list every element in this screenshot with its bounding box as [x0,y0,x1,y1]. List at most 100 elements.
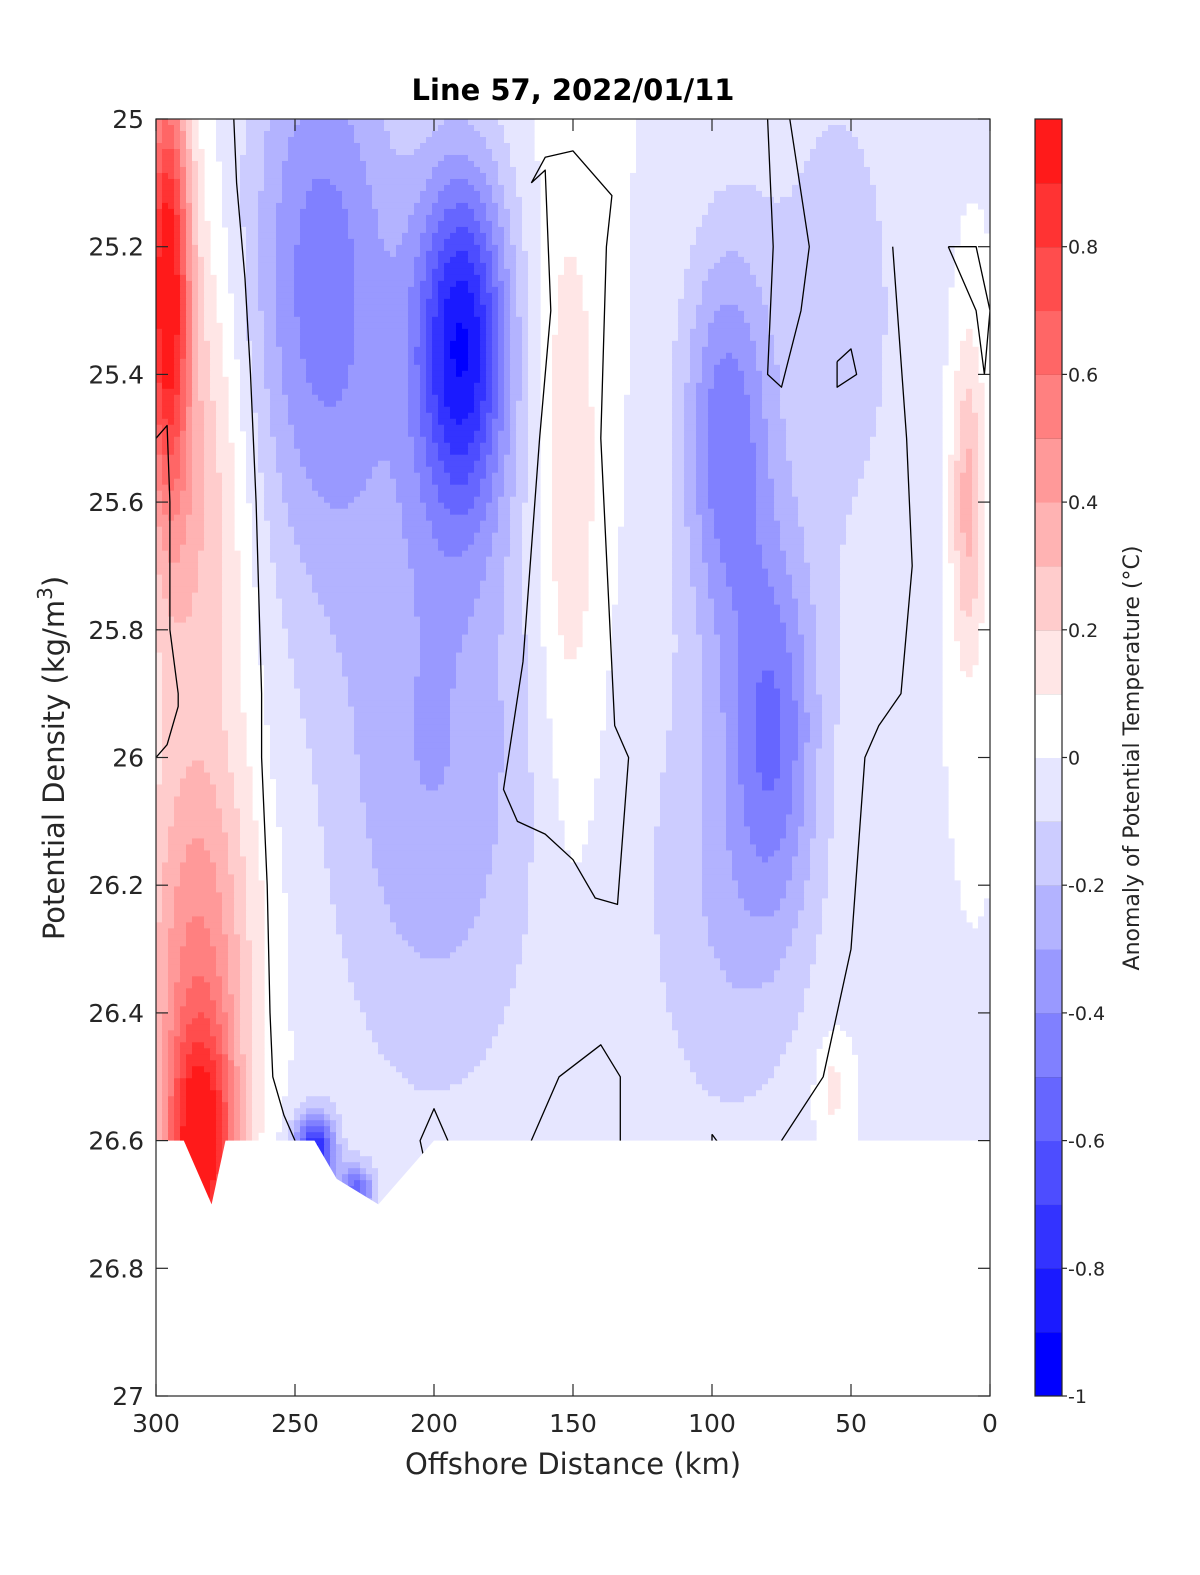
field-cell [246,280,259,288]
field-cell [186,244,193,252]
field-cell [498,442,511,450]
field-cell [498,634,529,642]
field-cell [246,1132,253,1139]
field-cell [876,430,943,438]
field-cell [198,334,205,342]
field-cell [702,802,727,810]
field-cell [156,616,175,624]
field-cell [372,862,493,870]
field-cell [510,514,523,522]
field-cell [816,784,835,792]
field-cell [432,472,451,480]
field-cell [966,454,973,462]
field-cell [180,424,187,432]
field-cell [462,322,481,330]
field-cell [270,754,313,762]
field-cell [474,436,487,444]
field-cell [420,340,427,348]
field-cell [426,220,439,228]
field-cell [246,904,265,911]
field-cell [288,982,355,989]
field-cell [654,868,703,876]
field-cell [264,178,283,186]
field-cell [756,736,781,744]
field-cell [888,298,949,306]
field-cell [708,580,727,588]
field-cell [726,766,739,774]
field-cell [882,256,955,264]
field-cell [348,226,379,234]
field-cell [378,232,403,240]
field-cell [954,538,967,546]
field-cell [402,520,433,528]
field-cell [282,1126,289,1133]
field-cell [810,580,841,588]
colorbar-swatch [1035,1076,1062,1142]
field-cell [264,310,277,318]
field-cell [948,538,955,546]
field-cell [414,436,427,444]
field-cell [660,958,721,965]
field-cell [252,406,271,414]
field-cell [408,556,487,564]
field-cell [468,448,481,456]
field-cell [216,460,235,468]
field-cell [156,1114,163,1121]
field-cell [240,358,253,366]
field-cell [204,316,217,324]
field-cell [768,310,889,318]
field-cell [630,340,673,348]
y-tick-label: 25 [112,105,144,134]
field-cell [804,1000,990,1007]
field-cell [186,616,223,624]
field-cell [486,286,499,294]
field-cell [504,754,529,762]
field-cell [306,196,343,204]
field-cell [240,844,259,852]
field-cell [216,1156,223,1163]
field-cell [492,382,499,390]
field-cell [438,262,445,270]
field-cell [978,436,985,444]
colorbar-swatch [1035,374,1062,439]
field-cell [756,742,781,750]
field-cell [618,526,673,534]
field-cell [162,694,223,702]
field-cell [450,706,505,714]
field-cell [222,484,235,492]
field-cell [492,388,499,396]
field-cell [294,1120,301,1127]
field-cell [702,748,727,756]
field-cell [360,148,397,156]
field-cell [228,856,247,864]
field-cell [162,880,181,887]
colorbar-swatch [1035,1012,1062,1078]
field-cell [492,448,499,456]
field-cell [270,526,295,534]
field-cell [684,460,697,468]
field-cell [780,370,883,378]
field-cell [162,1084,169,1091]
field-cell [426,274,433,282]
field-cell [222,988,229,995]
field-cell [282,172,367,180]
field-cell [804,742,823,750]
field-cell [708,340,757,348]
field-cell [414,466,433,474]
field-cell [426,214,445,222]
field-cell [762,298,889,306]
field-cell [696,598,715,606]
field-cell [732,856,763,864]
field-cell [522,556,541,564]
field-cell [162,340,175,348]
field-cell [426,394,439,402]
field-cell [804,790,817,798]
field-cell [156,634,223,642]
field-cell [210,346,223,354]
field-cell [840,592,943,600]
field-cell [378,874,487,882]
field-cell [204,304,217,312]
field-cell [810,568,841,576]
field-cell [282,496,325,504]
